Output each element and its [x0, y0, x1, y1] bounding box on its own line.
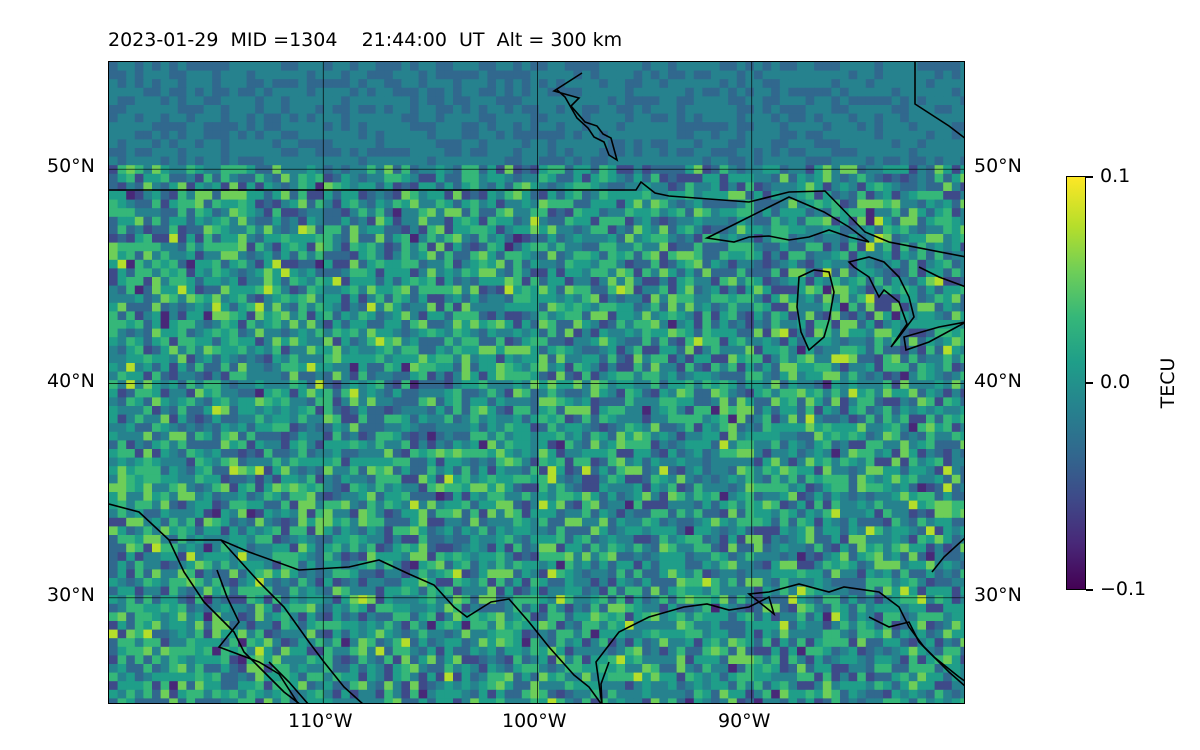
- tec-heatmap-cells: [109, 62, 964, 703]
- gulf-of-california: [216, 569, 299, 703]
- colorbar-tick-max: [1086, 176, 1093, 178]
- coastline-border-lines: [109, 62, 964, 703]
- colorbar-tick-label-max: 0.1: [1100, 165, 1131, 187]
- mainland-mexico-coast: [220, 539, 363, 703]
- florida-gulf-coast: [868, 616, 964, 682]
- colorbar-label: TECU: [1157, 357, 1179, 409]
- colorbar-tick-label-min: −0.1: [1100, 578, 1147, 600]
- lat-label-right-50: 50°N: [974, 155, 1022, 177]
- lake-ontario-coast: [918, 266, 964, 288]
- lat-label-right-30: 30°N: [974, 584, 1022, 606]
- us-canada-border: [109, 180, 964, 258]
- colorbar-tick-mid: [1086, 382, 1093, 384]
- plot-title: 2023-01-29 MID =1304 21:44:00 UT Alt = 3…: [108, 29, 623, 51]
- texas-coast: [600, 661, 610, 703]
- lat-label-left-40: 40°N: [47, 370, 95, 392]
- colorbar-tick-label-mid: 0.0: [1100, 371, 1131, 393]
- lon-label-110w: 110°W: [288, 710, 353, 732]
- lake-erie: [903, 321, 964, 352]
- lake-huron: [847, 256, 915, 348]
- lake-superior: [704, 196, 870, 243]
- lat-label-left-50: 50°N: [47, 155, 95, 177]
- lat-label-left-30: 30°N: [47, 584, 95, 606]
- florida-atlantic-coast: [931, 537, 964, 573]
- lon-label-100w: 100°W: [502, 710, 567, 732]
- james-bay-coast: [552, 72, 619, 162]
- tec-map: [109, 62, 964, 703]
- colorbar: [1066, 176, 1086, 590]
- hudson-bay-coast: [914, 62, 964, 139]
- gulf-coast: [595, 583, 964, 703]
- lake-michigan: [796, 269, 835, 352]
- baja-coast: [168, 539, 300, 703]
- map-gridlines: [109, 62, 964, 703]
- map-panel: [108, 61, 965, 704]
- sonora-coast: [268, 661, 309, 703]
- lon-label-90w: 90°W: [718, 710, 771, 732]
- lat-label-right-40: 40°N: [974, 370, 1022, 392]
- colorbar-tick-min: [1086, 589, 1093, 591]
